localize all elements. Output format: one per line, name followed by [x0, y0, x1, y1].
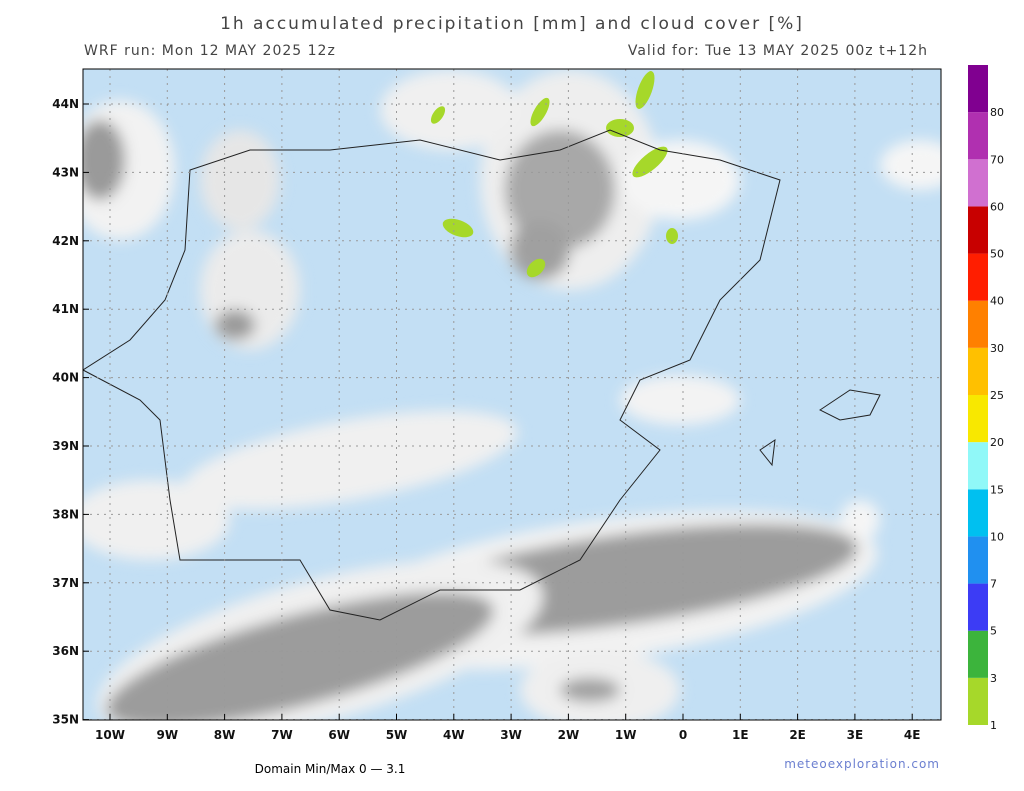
colorbar-swatch	[968, 536, 988, 584]
colorbar-label: 50	[990, 248, 1004, 261]
colorbar: 1 3 5 7 10 15 20 25 30 40 50 60 70 80	[968, 65, 1004, 732]
longitude-label: 1E	[732, 728, 749, 742]
domain-minmax: Domain Min/Max 0 — 3.1	[255, 762, 406, 776]
precipitation	[430, 71, 678, 278]
colorbar-label: 1	[990, 719, 997, 732]
colorbar-label: 20	[990, 436, 1004, 449]
latitude-label: 41N	[52, 302, 79, 316]
colorbar-swatch	[968, 395, 988, 443]
colorbar-label: 40	[990, 295, 1004, 308]
site-credit: meteoexploration.com	[784, 757, 940, 771]
colorbar-swatch	[968, 489, 988, 537]
latitude-label: 40N	[52, 371, 79, 385]
colorbar-label: 5	[990, 625, 997, 638]
longitude-label: 2E	[789, 728, 806, 742]
longitude-label: 6W	[328, 728, 350, 742]
colorbar-swatch	[968, 347, 988, 395]
coastline	[83, 129, 781, 621]
colorbar-swatch	[968, 253, 988, 301]
colorbar-swatch	[968, 206, 988, 254]
cloud-cover	[83, 70, 941, 720]
latitude-label: 42N	[52, 234, 79, 248]
latitude-label: 44N	[52, 97, 79, 111]
colorbar-swatch	[968, 65, 988, 113]
longitude-label: 4E	[904, 728, 921, 742]
longitude-label: 9W	[157, 728, 179, 742]
colorbar-label: 15	[990, 483, 1004, 496]
longitude-label: 10W	[95, 728, 125, 742]
longitude-label: 7W	[271, 728, 293, 742]
colorbar-swatch	[968, 630, 988, 678]
islands	[759, 389, 881, 467]
axes: 44N 43N 42N 41N 40N 39N 38N 37N 36N 35N 10W 9W 8W 7W 6…	[52, 97, 920, 742]
longitude-label: 4W	[443, 728, 465, 742]
colorbar-label: 7	[990, 578, 997, 591]
colorbar-swatch	[968, 300, 988, 348]
map-frame	[82, 68, 942, 721]
title: 1h accumulated precipitation [mm] and cl…	[220, 14, 804, 34]
colorbar-label: 60	[990, 200, 1004, 213]
colorbar-swatch	[968, 112, 988, 160]
run-info: WRF run: Mon 12 MAY 2025 12z	[84, 43, 336, 59]
longitude-label: 5W	[386, 728, 408, 742]
longitude-label: 1W	[615, 728, 637, 742]
colorbar-label: 10	[990, 530, 1004, 543]
longitude-label: 8W	[214, 728, 236, 742]
colorbar-label: 30	[990, 342, 1004, 355]
colorbar-swatch	[968, 159, 988, 207]
latitude-label: 36N	[52, 644, 79, 658]
latitude-label: 37N	[52, 576, 79, 590]
colorbar-label: 70	[990, 153, 1004, 166]
longitude-label: 3E	[847, 728, 864, 742]
latitude-label: 39N	[52, 439, 79, 453]
colorbar-label: 25	[990, 389, 1004, 402]
longitude-label: 3W	[500, 728, 522, 742]
colorbar-swatch	[968, 677, 988, 725]
colorbar-swatch	[968, 583, 988, 631]
longitude-label: 2W	[558, 728, 580, 742]
colorbar-label: 3	[990, 672, 997, 685]
map-area	[83, 69, 941, 720]
longitude-label: 0	[679, 728, 687, 742]
colorbar-swatch	[968, 442, 988, 490]
colorbar-label: 80	[990, 106, 1004, 119]
latitude-label: 35N	[52, 713, 79, 727]
latitude-label: 38N	[52, 507, 79, 521]
latitude-label: 43N	[52, 165, 79, 179]
valid-info: Valid for: Tue 13 MAY 2025 00z t+12h	[628, 43, 928, 59]
